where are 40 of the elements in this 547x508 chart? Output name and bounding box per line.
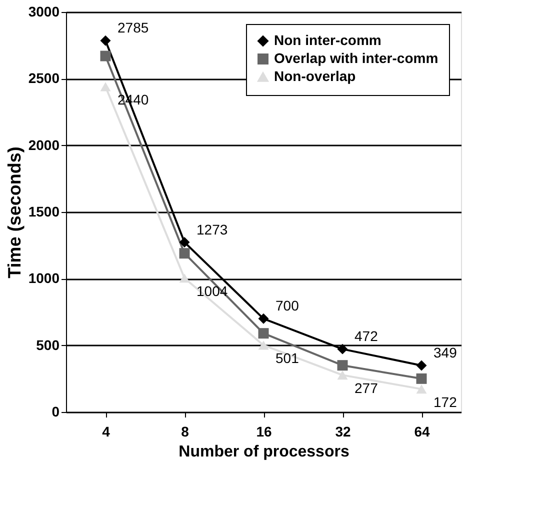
data-label: 501 bbox=[276, 350, 300, 366]
legend-label: Overlap with inter-comm bbox=[274, 50, 438, 66]
point bbox=[100, 35, 111, 46]
point bbox=[258, 340, 269, 350]
x-tick-label: 64 bbox=[414, 424, 430, 440]
x-tick-label: 16 bbox=[256, 424, 272, 440]
point bbox=[258, 313, 269, 324]
point bbox=[337, 344, 348, 354]
point bbox=[258, 328, 269, 339]
x-tick-label: 32 bbox=[335, 424, 351, 440]
y-tick-label: 3000 bbox=[28, 4, 60, 20]
data-label: 172 bbox=[434, 394, 458, 410]
data-label: 700 bbox=[276, 298, 300, 314]
x-axis-title: Number of processors bbox=[178, 444, 350, 460]
y-tick-label: 1000 bbox=[28, 270, 60, 286]
point bbox=[337, 360, 348, 371]
data-label: 1273 bbox=[196, 221, 228, 238]
x-tick-label: 4 bbox=[102, 424, 110, 440]
x-tick-label: 8 bbox=[181, 424, 190, 440]
legend-label: Non-overlap bbox=[274, 68, 356, 84]
point bbox=[100, 82, 111, 92]
y-tick-label: 0 bbox=[52, 404, 60, 420]
legend-label: Non inter-comm bbox=[274, 32, 382, 48]
data-label: 472 bbox=[354, 328, 378, 344]
point bbox=[179, 248, 190, 259]
point bbox=[179, 274, 190, 283]
data-label: 277 bbox=[354, 380, 378, 396]
point bbox=[100, 50, 111, 62]
point bbox=[416, 384, 427, 394]
point bbox=[416, 360, 427, 371]
point bbox=[337, 370, 348, 380]
point bbox=[416, 373, 427, 384]
y-tick-label: 2500 bbox=[28, 70, 60, 86]
data-label: 349 bbox=[434, 344, 458, 360]
y-tick-label: 2000 bbox=[28, 136, 60, 153]
data-label: 2785 bbox=[118, 20, 149, 36]
y-tick-label: 500 bbox=[36, 336, 60, 353]
y-axis-title: Time (seconds) bbox=[4, 146, 24, 278]
y-tick-label: 1500 bbox=[28, 204, 60, 220]
point bbox=[179, 237, 190, 248]
